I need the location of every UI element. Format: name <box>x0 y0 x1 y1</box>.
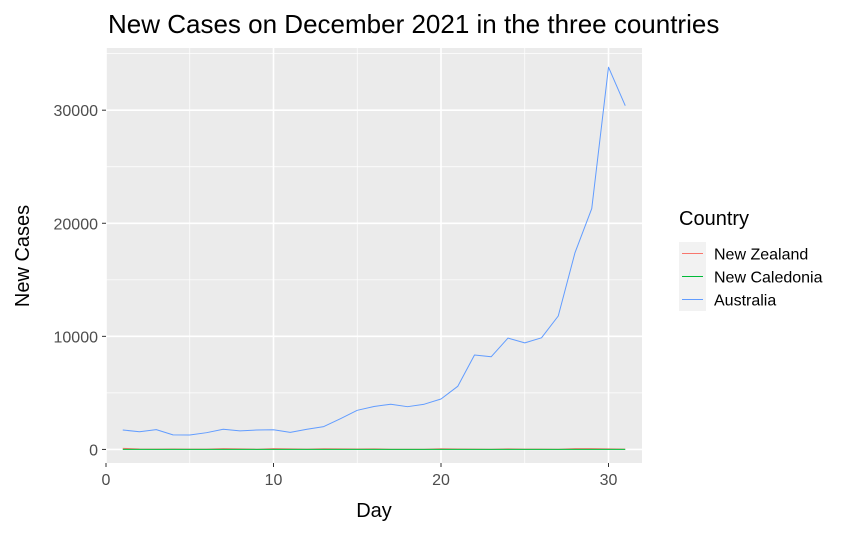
x-axis-title: Day <box>356 500 392 522</box>
y-tick-label: 30000 <box>54 103 99 120</box>
legend-items: New Zealand New Caledonia Australia <box>679 242 823 311</box>
y-axis-title: New Cases <box>12 205 34 307</box>
series-line-australia <box>122 66 626 436</box>
legend-title: Country <box>679 208 749 230</box>
x-tick-label: 0 <box>102 472 111 489</box>
y-tick-label: 10000 <box>54 329 99 346</box>
legend-label: Australia <box>714 293 776 310</box>
minor-gridlines <box>106 48 642 463</box>
y-tick-label: 20000 <box>54 216 99 233</box>
y-axis-ticks: 0 10000 20000 30000 <box>54 103 106 459</box>
x-tick-label: 30 <box>600 472 618 489</box>
chart-title: New Cases on December 2021 in the three … <box>108 9 719 39</box>
legend-label: New Zealand <box>714 247 808 264</box>
legend-label: New Caledonia <box>714 270 823 287</box>
plot-panel <box>106 48 642 463</box>
legend: Country New Zealand New Caledonia Australi… <box>679 208 823 311</box>
x-axis-ticks: 0 10 20 30 <box>102 463 618 489</box>
y-tick-label: 0 <box>89 442 98 459</box>
series-lines <box>122 66 626 450</box>
x-tick-label: 10 <box>265 472 283 489</box>
legend-item: New Zealand <box>679 242 808 265</box>
legend-item: New Caledonia <box>679 265 823 288</box>
legend-item: Australia <box>679 288 776 311</box>
x-tick-label: 20 <box>432 472 450 489</box>
